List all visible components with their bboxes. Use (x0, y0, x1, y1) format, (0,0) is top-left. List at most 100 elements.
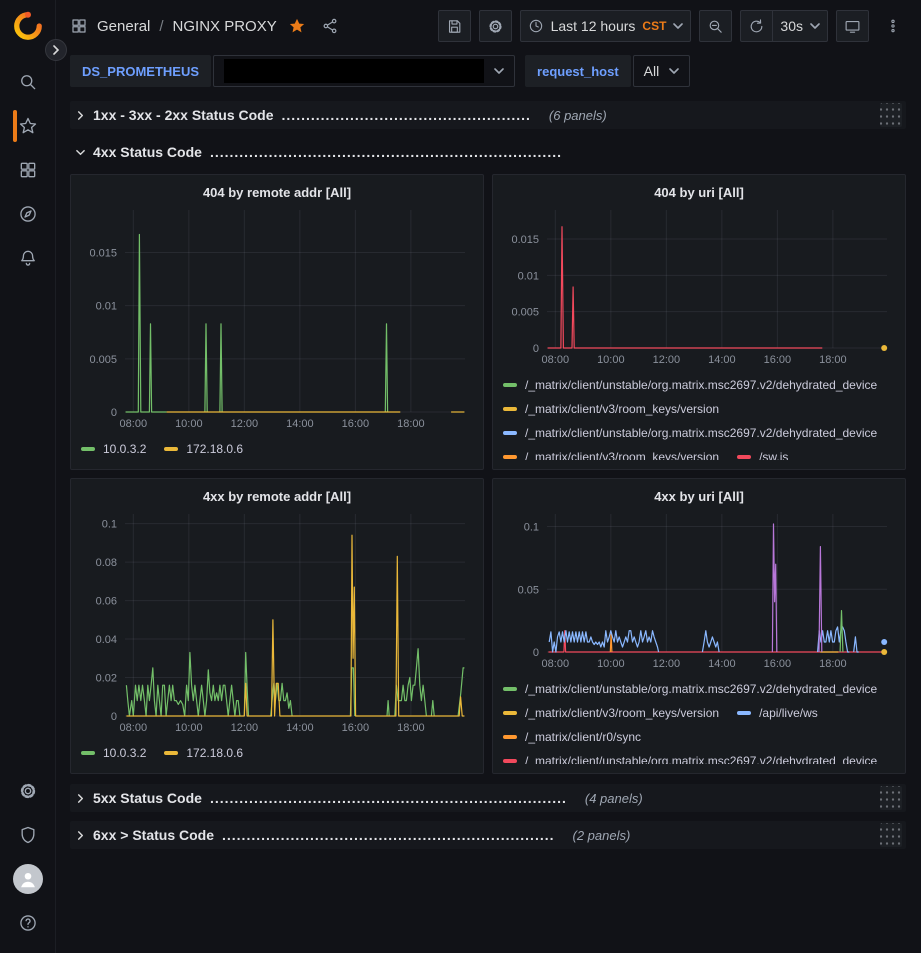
panel-title[interactable]: 4xx by uri [All] (654, 488, 744, 504)
row-drag-handle[interactable] (880, 823, 902, 847)
row-panel-count: (6 panels) (548, 107, 607, 123)
legend-item[interactable]: 172.18.0.6 (164, 742, 243, 764)
legend-item[interactable]: /_matrix/client/v3/room_keys/version (503, 446, 719, 460)
server-admin-shield-icon[interactable] (0, 813, 56, 857)
panel-title[interactable]: 404 by remote addr [All] (202, 184, 352, 200)
variable-ds-prometheus: DS_PROMETHEUS (70, 55, 516, 87)
settings-gear-icon[interactable] (0, 769, 56, 813)
row-title: 6xx > Status Code (93, 827, 214, 843)
cycle-view-monitor-button[interactable] (836, 10, 869, 42)
legend-item[interactable]: /_matrix/client/unstable/org.matrix.msc2… (503, 374, 877, 396)
star-filled-icon[interactable] (288, 17, 306, 35)
svg-text:10:00: 10:00 (597, 658, 625, 670)
chart-404-by-remote-addr[interactable]: 08:00 10:00 12:00 14:00 16:00 18:00 0 0.005 0.01… (79, 204, 475, 434)
save-dashboard-button[interactable] (437, 10, 471, 42)
dashboard-settings-button[interactable] (478, 10, 512, 42)
share-icon[interactable] (321, 17, 339, 35)
legend-label: 10.0.3.2 (103, 746, 147, 760)
legend-label: /_matrix/client/unstable/org.matrix.msc2… (525, 754, 878, 764)
chevron-right-icon (76, 110, 85, 120)
svg-text:14:00: 14:00 (708, 354, 736, 366)
search-icon[interactable] (0, 60, 56, 104)
caret-down-icon (494, 68, 504, 74)
alerting-bell-icon[interactable] (0, 236, 56, 280)
row-4xx-status-code[interactable]: 4xx Status Code ........................… (70, 138, 906, 166)
row-6xx-status-code[interactable]: 6xx > Status Code ......................… (70, 821, 906, 849)
panel-legend: /_matrix/client/unstable/org.matrix.msc2… (501, 674, 897, 764)
svg-text:14:00: 14:00 (286, 722, 314, 734)
ds-prometheus-dropdown[interactable] (213, 55, 516, 87)
svg-text:08:00: 08:00 (120, 722, 148, 734)
svg-text:0.01: 0.01 (518, 270, 539, 282)
legend-label: /api/live/ws (759, 706, 818, 720)
breadcrumb-section[interactable]: General (97, 17, 151, 35)
row-5xx-status-code[interactable]: 5xx Status Code ........................… (70, 784, 906, 812)
user-avatar[interactable] (0, 857, 56, 901)
svg-text:16:00: 16:00 (342, 418, 370, 430)
grafana-logo[interactable] (0, 6, 56, 46)
request-host-dropdown[interactable]: All (632, 55, 691, 87)
svg-text:10:00: 10:00 (175, 722, 203, 734)
svg-text:0: 0 (533, 343, 539, 355)
dashboards-icon[interactable] (0, 148, 56, 192)
starred-section-icon[interactable] (0, 104, 56, 148)
panel-404-by-uri: 404 by uri [All] 08:00 10:00 12:00 14:00 16:… (492, 174, 906, 470)
legend-item[interactable]: /_matrix/client/v3/room_keys/version (503, 702, 719, 724)
row-drag-handle[interactable] (880, 786, 902, 810)
sidebar-expand-toggle[interactable] (45, 39, 67, 61)
variable-request-host: request_host All (525, 55, 691, 87)
chart-4xx-by-remote-addr[interactable]: 08:00 10:00 12:00 14:00 16:00 18:00 0 0.02 0.04 0… (79, 508, 475, 738)
svg-text:18:00: 18:00 (397, 722, 425, 734)
clock-icon (528, 18, 544, 34)
explore-compass-icon[interactable] (0, 192, 56, 236)
row-1xx-3xx-2xx-status-code[interactable]: 1xx - 3xx - 2xx Status Code ............… (70, 101, 906, 129)
active-section-indicator (12, 110, 17, 142)
svg-text:08:00: 08:00 (542, 658, 570, 670)
legend-item[interactable]: 10.0.3.2 (81, 438, 146, 460)
dashboard-variables-row: DS_PROMETHEUS request_host All (56, 52, 921, 96)
refresh-interval-dropdown[interactable]: 30s (772, 10, 828, 42)
panel-title[interactable]: 404 by uri [All] (654, 184, 744, 200)
svg-text:0.05: 0.05 (518, 584, 539, 596)
legend-item[interactable]: 172.18.0.6 (164, 438, 243, 460)
legend-swatch (503, 431, 517, 435)
legend-label: /_matrix/client/r0/sync (525, 730, 642, 744)
legend-item[interactable]: /api/live/ws (737, 702, 818, 724)
legend-item[interactable]: /_matrix/client/v3/room_keys/version (503, 398, 719, 420)
panel-title[interactable]: 4xx by remote addr [All] (202, 488, 352, 504)
row-drag-handle[interactable] (880, 103, 902, 127)
dashboard-title[interactable]: NGINX PROXY (172, 17, 277, 35)
svg-text:0.015: 0.015 (89, 248, 117, 260)
legend-swatch (81, 751, 95, 755)
chart-404-by-uri[interactable]: 08:00 10:00 12:00 14:00 16:00 18:00 0 0.005 0.01… (501, 204, 897, 370)
help-icon[interactable] (0, 901, 56, 945)
svg-text:16:00: 16:00 (764, 354, 792, 366)
legend-label: 172.18.0.6 (186, 442, 244, 456)
legend-label: /sw.js (759, 450, 789, 460)
svg-text:0.06: 0.06 (96, 596, 117, 608)
svg-text:12:00: 12:00 (231, 418, 259, 430)
legend-item[interactable]: /_matrix/client/unstable/org.matrix.msc2… (503, 750, 877, 764)
legend-item[interactable]: /_matrix/client/unstable/org.matrix.msc2… (503, 678, 877, 700)
time-range-picker[interactable]: Last 12 hours CST (519, 10, 692, 42)
svg-text:0.1: 0.1 (524, 522, 539, 534)
legend-item[interactable]: /_matrix/client/unstable/org.matrix.msc2… (503, 422, 877, 444)
refresh-interval-value: 30s (780, 18, 803, 34)
legend-item[interactable]: /_matrix/client/r0/sync (503, 726, 641, 748)
refresh-button[interactable] (740, 10, 773, 42)
refresh-group: 30s (740, 10, 828, 42)
legend-item[interactable]: /sw.js (737, 446, 788, 460)
legend-swatch (503, 687, 517, 691)
legend-item[interactable]: 10.0.3.2 (81, 742, 146, 764)
svg-text:08:00: 08:00 (542, 354, 570, 366)
svg-text:0: 0 (533, 647, 539, 659)
chart-4xx-by-uri[interactable]: 08:00 10:00 12:00 14:00 16:00 18:00 0 0.05 0.1 (501, 508, 897, 674)
dashboard-canvas: 1xx - 3xx - 2xx Status Code ............… (56, 96, 921, 849)
panel-4xx-by-remote-addr: 4xx by remote addr [All] 08:00 10:00 12:00… (70, 478, 484, 774)
kebab-menu-icon[interactable] (877, 10, 909, 42)
panel-grid-row-1: 404 by remote addr [All] 08:00 10:00 12:00… (70, 174, 906, 470)
svg-text:18:00: 18:00 (819, 658, 847, 670)
zoom-out-time-button[interactable] (699, 10, 733, 42)
legend-swatch (503, 759, 517, 763)
legend-label: /_matrix/client/unstable/org.matrix.msc2… (525, 378, 878, 392)
